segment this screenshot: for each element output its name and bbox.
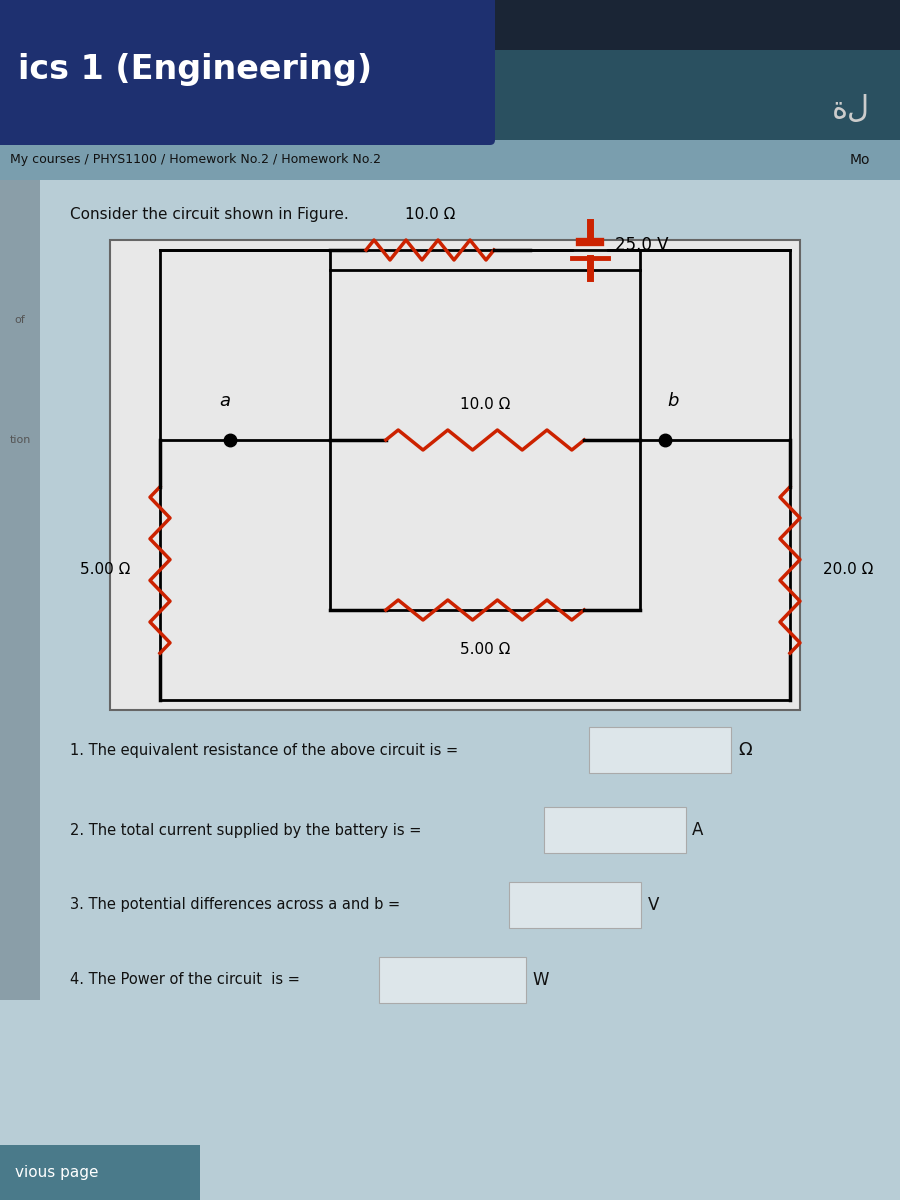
- Text: ics 1 (Engineering): ics 1 (Engineering): [18, 54, 372, 86]
- FancyBboxPatch shape: [0, 0, 495, 145]
- Text: My courses / PHYS1100 / Homework No.2 / Homework No.2: My courses / PHYS1100 / Homework No.2 / …: [10, 154, 381, 167]
- Text: V: V: [648, 896, 660, 914]
- Text: 10.0 Ω: 10.0 Ω: [460, 397, 510, 412]
- Text: W: W: [532, 971, 548, 989]
- Text: 2. The total current supplied by the battery is =: 2. The total current supplied by the bat…: [70, 822, 421, 838]
- Text: b: b: [667, 392, 679, 410]
- Text: 25.0 V: 25.0 V: [615, 236, 669, 254]
- Text: 3. The potential differences across a and b =: 3. The potential differences across a an…: [70, 898, 400, 912]
- Text: Mo: Mo: [850, 152, 870, 167]
- Text: vious page: vious page: [15, 1165, 98, 1181]
- Bar: [0, 140, 900, 180]
- Text: Ω: Ω: [738, 740, 752, 758]
- Text: 10.0 Ω: 10.0 Ω: [405, 206, 455, 222]
- Text: 1. The equivalent resistance of the above circuit is =: 1. The equivalent resistance of the abov…: [70, 743, 458, 757]
- FancyBboxPatch shape: [589, 727, 731, 773]
- Bar: [0, 1145, 200, 1200]
- Text: of: of: [14, 314, 25, 325]
- Text: ةل: ةل: [832, 96, 870, 125]
- Text: tion: tion: [9, 434, 31, 445]
- Text: Consider the circuit shown in Figure.: Consider the circuit shown in Figure.: [70, 208, 349, 222]
- FancyBboxPatch shape: [509, 882, 641, 928]
- Text: 5.00 Ω: 5.00 Ω: [460, 642, 510, 658]
- Text: 20.0 Ω: 20.0 Ω: [823, 563, 873, 577]
- Text: 4. The Power of the circuit  is =: 4. The Power of the circuit is =: [70, 972, 300, 988]
- Bar: [40, 180, 900, 1000]
- FancyBboxPatch shape: [379, 958, 526, 1003]
- Text: A: A: [692, 821, 704, 839]
- Text: a: a: [220, 392, 230, 410]
- Bar: [0, 180, 40, 1000]
- Bar: [490, 0, 900, 140]
- Text: 5.00 Ω: 5.00 Ω: [80, 563, 130, 577]
- Bar: [110, 240, 800, 710]
- Bar: [0, 0, 900, 50]
- FancyBboxPatch shape: [544, 806, 686, 853]
